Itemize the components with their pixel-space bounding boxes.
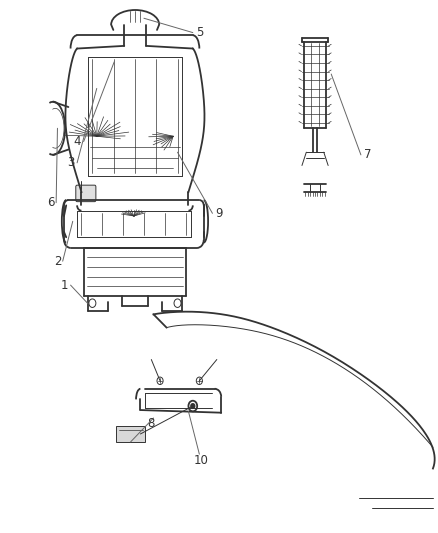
Text: 3: 3 <box>67 156 74 169</box>
Text: 8: 8 <box>148 417 155 430</box>
FancyBboxPatch shape <box>76 185 96 201</box>
Text: 7: 7 <box>364 148 371 161</box>
Text: 4: 4 <box>73 135 81 148</box>
Text: 1: 1 <box>60 279 68 292</box>
Text: 5: 5 <box>196 26 203 39</box>
Circle shape <box>191 404 194 408</box>
Text: 10: 10 <box>194 454 209 467</box>
Text: 2: 2 <box>54 255 61 268</box>
Text: 6: 6 <box>47 196 55 209</box>
FancyBboxPatch shape <box>117 426 145 442</box>
Text: 9: 9 <box>215 207 223 220</box>
